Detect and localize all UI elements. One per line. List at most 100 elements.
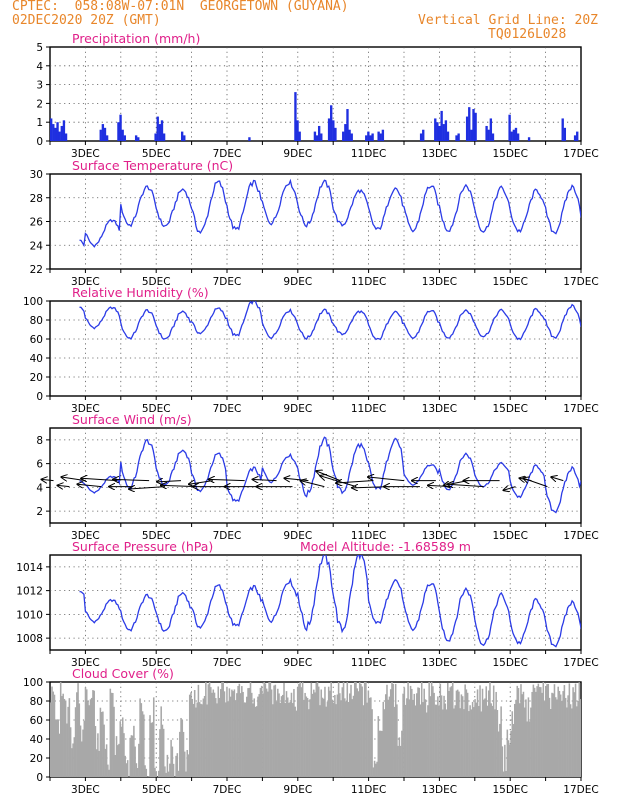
cloud-bar	[469, 705, 471, 777]
x-tick-label: 7DEC	[213, 784, 242, 796]
cloud-bar	[388, 696, 391, 777]
cloud-bar	[362, 705, 365, 777]
cloud-bar	[152, 697, 155, 777]
cloud-bar	[305, 696, 308, 777]
cloud-bar	[522, 691, 525, 777]
x-tick-label: 5DEC	[142, 530, 171, 542]
y-tick-label: 26	[30, 217, 44, 229]
cloud-bar	[205, 682, 207, 777]
cloud-bar	[150, 722, 153, 777]
precip-bar	[58, 131, 61, 141]
cloud-bar	[177, 770, 180, 777]
cloud-bar	[233, 689, 236, 777]
cloud-bar	[87, 701, 89, 777]
cloud-bar	[135, 763, 138, 777]
cloud-bar	[81, 741, 83, 777]
cloud-bar	[226, 686, 228, 777]
precip-bar	[296, 120, 299, 141]
cloud-bar	[548, 697, 551, 777]
cloud-bar	[378, 730, 381, 777]
x-tick-label: 13DEC	[422, 148, 457, 160]
cloud-bar	[208, 682, 211, 777]
cloud-bar	[363, 682, 366, 777]
y-tick-label: 0	[36, 772, 43, 784]
cloud-bar	[382, 701, 385, 777]
cloud-bar	[471, 701, 474, 777]
cloud-bar	[188, 694, 191, 777]
cloud-bar	[202, 698, 205, 777]
cloud-bar	[478, 705, 480, 777]
cloud-bar	[201, 704, 203, 777]
cloud-bar	[504, 744, 506, 777]
cloud-bar	[250, 692, 253, 777]
series-line	[79, 178, 581, 248]
cloud-bar	[325, 706, 327, 777]
cloud-bar	[455, 690, 458, 777]
y-tick-label: 0	[36, 136, 43, 148]
cloud-bar	[407, 682, 409, 777]
cloud-bar	[140, 703, 143, 777]
cloud-bar	[78, 703, 81, 777]
x-tick-label: 3DEC	[71, 530, 100, 542]
cloud-bar	[414, 705, 417, 777]
x-tick-label: 11DEC	[351, 784, 386, 796]
cloud-bar	[482, 699, 485, 777]
cloud-bar	[218, 697, 221, 777]
cloud-bar	[314, 692, 316, 777]
cloud-bar	[377, 716, 380, 777]
cloud-bar	[57, 719, 59, 777]
cloud-bar	[430, 682, 433, 777]
wind-vector	[504, 487, 516, 491]
x-tick-label: 13DEC	[422, 784, 457, 796]
wind-vector	[428, 485, 452, 486]
cloud-bar	[542, 682, 545, 777]
precip-bar	[123, 135, 126, 141]
panel-annotation: Model Altitude: -1.68589 m	[300, 539, 471, 554]
cloud-bar	[449, 687, 452, 777]
cloud-bar	[72, 743, 74, 777]
cloud-bar	[280, 696, 283, 777]
cloud-bar	[309, 699, 311, 777]
cloud-bar	[252, 703, 254, 777]
cloud-bar	[419, 704, 422, 777]
y-tick-label: 40	[30, 734, 43, 746]
cloud-bar	[108, 769, 110, 777]
cloud-bar	[413, 693, 416, 777]
precip-bar	[60, 125, 63, 141]
cloud-bar	[84, 687, 87, 777]
y-tick-label: 1008	[16, 633, 43, 645]
cloud-bar	[345, 701, 347, 777]
precip-bar	[158, 124, 162, 141]
cloud-bar	[340, 700, 342, 777]
cloud-bar	[83, 720, 86, 777]
cloud-bar	[538, 686, 541, 777]
cloud-bar	[533, 687, 536, 777]
cloud-bar	[191, 698, 193, 777]
precip-bar	[56, 122, 59, 141]
precip-bar	[342, 131, 345, 141]
x-tick-label: 9DEC	[283, 784, 312, 796]
wind-vector	[113, 479, 150, 480]
precip-bar	[514, 127, 518, 141]
cloud-bar	[350, 684, 352, 777]
cloud-bar	[463, 709, 465, 777]
cloud-bar	[265, 688, 268, 777]
cloud-bar	[433, 692, 435, 777]
cloud-bar	[422, 702, 424, 777]
cloud-bar	[210, 687, 212, 777]
precip-bar	[119, 114, 122, 141]
cloud-bar	[511, 711, 514, 777]
cloud-bar	[435, 704, 438, 777]
cloud-bar	[352, 695, 355, 777]
cloud-bar	[397, 745, 399, 777]
cloud-bar	[114, 754, 117, 777]
cloud-bar	[394, 683, 397, 777]
cloud-bar	[107, 764, 109, 777]
precip-bar	[248, 137, 251, 141]
cloud-bar	[481, 688, 484, 777]
series-line	[79, 301, 581, 341]
cloud-bar	[61, 696, 63, 777]
y-tick-label: 60	[30, 715, 43, 727]
cloud-bar	[383, 709, 386, 777]
cloud-bar	[270, 689, 273, 777]
